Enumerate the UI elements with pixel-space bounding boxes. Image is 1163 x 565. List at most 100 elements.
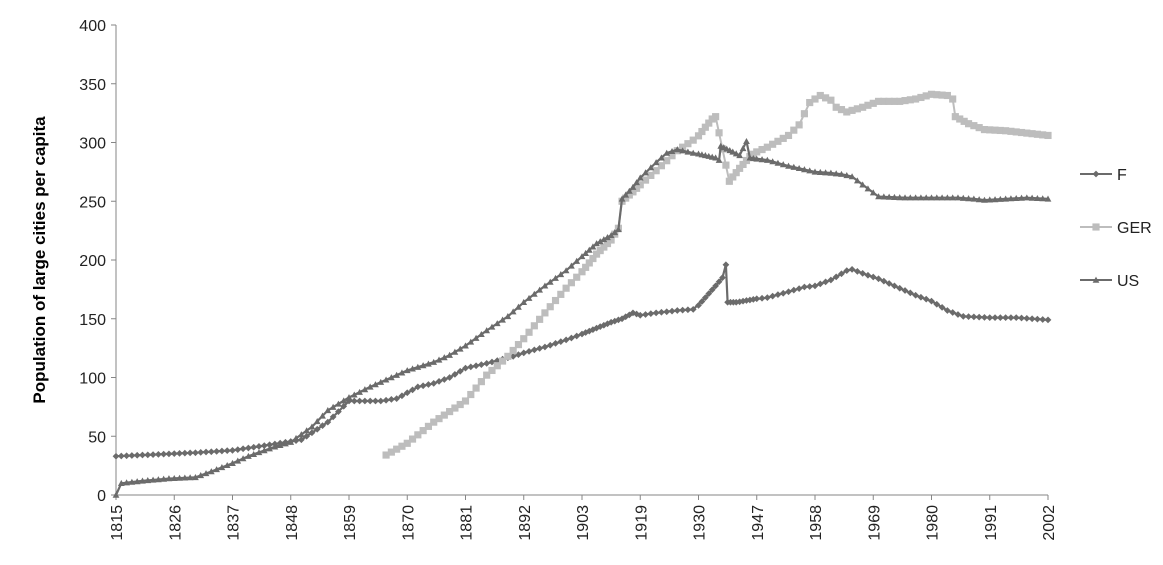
data-point xyxy=(536,315,544,323)
data-point xyxy=(869,273,877,281)
data-point xyxy=(1023,129,1031,137)
y-tick-label: 350 xyxy=(79,77,106,94)
data-point xyxy=(117,452,125,460)
data-point xyxy=(790,126,798,134)
data-point xyxy=(382,376,390,383)
data-point xyxy=(611,229,619,236)
data-point xyxy=(708,286,716,294)
data-point xyxy=(811,168,819,175)
data-point xyxy=(949,309,957,316)
data-point xyxy=(986,196,994,203)
data-point xyxy=(618,195,626,202)
data-point xyxy=(604,234,611,241)
axes: 0 50 100 150 200 250 300 350 400 1815 1826 1837 1848… xyxy=(79,18,1058,541)
data-point xyxy=(186,449,194,457)
data-point xyxy=(319,412,326,419)
data-point xyxy=(806,283,814,290)
data-point xyxy=(585,246,593,253)
data-point xyxy=(959,313,967,320)
data-point xyxy=(493,362,501,370)
series-f xyxy=(112,261,1052,460)
data-point xyxy=(874,97,883,105)
data-point xyxy=(234,457,242,464)
data-point xyxy=(880,193,888,200)
data-point xyxy=(927,90,936,98)
data-point xyxy=(986,126,994,134)
data-point xyxy=(701,294,709,301)
data-point xyxy=(350,391,358,398)
data-point xyxy=(758,145,766,154)
y-tick-label: 400 xyxy=(79,18,106,35)
y-tick-label: 150 xyxy=(79,312,106,329)
data-point xyxy=(160,450,168,458)
data-point xyxy=(827,169,835,176)
data-point xyxy=(996,314,1004,321)
data-point xyxy=(822,278,829,286)
data-point xyxy=(1039,131,1047,139)
data-point xyxy=(832,103,840,111)
data-point xyxy=(689,136,697,144)
data-point xyxy=(742,156,751,165)
data-point xyxy=(1002,195,1010,202)
data-point xyxy=(197,448,205,456)
data-point xyxy=(245,452,252,459)
data-point xyxy=(504,352,512,360)
data-point xyxy=(139,451,146,459)
data-point xyxy=(875,193,882,200)
data-point xyxy=(440,376,448,383)
data-point xyxy=(393,395,401,403)
data-point xyxy=(207,448,215,456)
data-point xyxy=(843,267,851,274)
data-point xyxy=(461,397,470,405)
data-point xyxy=(705,119,713,127)
data-point xyxy=(827,276,835,284)
data-point xyxy=(896,97,904,105)
data-point xyxy=(552,340,559,347)
data-point xyxy=(435,415,443,423)
data-point xyxy=(197,472,205,479)
data-point xyxy=(801,166,808,173)
data-point xyxy=(1028,315,1036,323)
data-point xyxy=(573,257,581,264)
data-point xyxy=(435,378,443,385)
data-point xyxy=(456,345,464,352)
data-point xyxy=(462,364,469,372)
data-point xyxy=(266,445,273,452)
data-point xyxy=(673,146,681,153)
data-point xyxy=(562,336,570,344)
data-point xyxy=(592,250,601,258)
data-point xyxy=(769,158,777,165)
data-point xyxy=(335,400,342,407)
series-layer xyxy=(112,90,1052,498)
data-point xyxy=(366,383,374,390)
y-tick-label: 250 xyxy=(79,194,106,211)
data-point xyxy=(739,160,747,169)
data-point xyxy=(398,392,406,400)
data-point xyxy=(859,269,867,277)
data-point xyxy=(753,148,761,156)
data-point xyxy=(192,449,199,457)
data-point xyxy=(297,431,305,438)
data-point xyxy=(112,491,120,498)
data-point xyxy=(430,418,438,426)
data-point xyxy=(811,282,819,290)
data-point xyxy=(467,390,475,399)
y-tick-label: 50 xyxy=(88,429,106,446)
data-point xyxy=(906,194,914,201)
data-point xyxy=(361,397,369,405)
data-point xyxy=(629,183,637,190)
data-point xyxy=(965,313,972,321)
data-point xyxy=(652,309,660,317)
data-point xyxy=(991,126,999,134)
data-point xyxy=(409,365,416,372)
data-point xyxy=(509,308,517,315)
data-point xyxy=(629,188,637,196)
data-point xyxy=(652,159,660,166)
data-point xyxy=(954,194,962,201)
data-point xyxy=(658,308,665,316)
data-point xyxy=(885,193,893,200)
data-point xyxy=(698,127,706,136)
data-point xyxy=(245,444,252,452)
data-point xyxy=(722,261,730,269)
data-point xyxy=(525,328,533,336)
